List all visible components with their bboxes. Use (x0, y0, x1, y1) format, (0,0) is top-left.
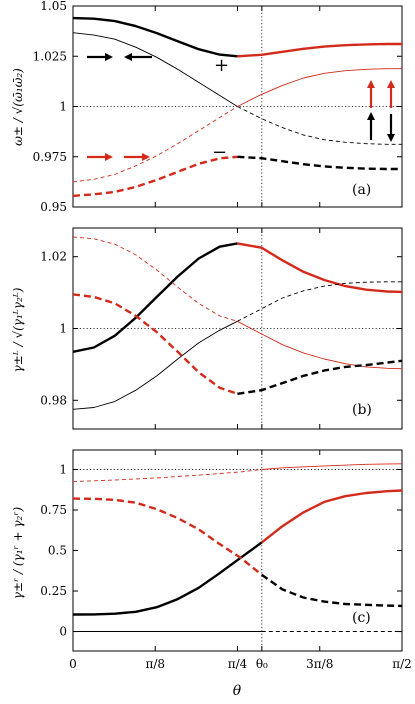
y-tick-label: 1.025 (33, 49, 67, 63)
series-line-8 (237, 155, 402, 171)
series-line-1 (72, 16, 238, 58)
series-line-2 (261, 489, 403, 544)
series-line-4 (237, 106, 402, 145)
panel-a-tag: (a) (352, 182, 371, 198)
x-tick-label: π/2 (392, 657, 412, 671)
y-tick-label: 1 (59, 100, 67, 114)
x-axis-label: θ (233, 683, 242, 699)
series-line-7 (72, 293, 238, 395)
series-line-2 (237, 242, 403, 294)
series-line-1 (72, 541, 263, 616)
panel-c-ylabel: γ±ʳ / (γ₁ʳ + γ₂ʳ) (11, 506, 25, 599)
panel-a: 0.95 0.975 1 1.025 1.05 (a) + − ω± / √(ω̄₁ω̄… (11, 0, 403, 214)
panel-a-content: 0.95 0.975 1 1.025 1.05 (33, 0, 403, 214)
y-tick-label: 1 (59, 322, 67, 336)
series-line-3 (72, 32, 238, 107)
y-tick-label: 0.25 (40, 584, 67, 598)
series-line-8 (261, 463, 403, 470)
panel-b: 0.98 1 1.02 (b) γ±ᴸ / √(γ₁ᴸγ₂ᴸ) (11, 227, 403, 430)
series-line-7 (72, 155, 238, 198)
series-line-4 (237, 281, 402, 322)
y-tick-label: 1 (59, 462, 67, 476)
panel-b-content: 0.98 1 1.02 (40, 228, 403, 429)
series-line-3 (72, 320, 238, 410)
y-tick-label: 1.02 (40, 250, 67, 264)
series-line-6 (237, 320, 403, 370)
x-tick-label: 3π/8 (306, 657, 333, 671)
series-line-5 (72, 106, 238, 183)
panel-a-plus: + (214, 55, 229, 76)
panel-a-minus: − (212, 142, 227, 163)
series-line-6 (261, 573, 403, 608)
y-tick-label: 0.5 (48, 544, 67, 558)
panel-c-content: 0 0.25 0.5 0.75 1 (40, 450, 403, 651)
x-tick-label: θ₀ (256, 657, 268, 671)
series-line-7 (72, 469, 262, 483)
x-tick-label: π/8 (145, 657, 165, 671)
series-line-5 (72, 497, 263, 576)
y-tick-label: 0.75 (40, 503, 67, 517)
panel-b-ylabel: γ±ᴸ / √(γ₁ᴸγ₂ᴸ) (11, 287, 25, 372)
y-tick-label: 0.975 (33, 150, 67, 164)
x-axis-ticks: 0 π/8 π/4 θ₀ 3π/8 π/2 (69, 657, 412, 671)
x-tick-label: 0 (69, 657, 77, 671)
y-tick-label: 0.95 (40, 200, 67, 214)
y-tick-label: 0 (59, 625, 67, 639)
series-line-6 (237, 68, 402, 107)
x-tick-label: π/4 (228, 657, 248, 671)
panel-b-tag: (b) (352, 402, 372, 418)
panel-c: 0 0.25 0.5 0.75 1 (c) γ±ʳ / (γ₁ʳ + γ₂ʳ) 0 π/8… (11, 449, 412, 699)
panel-c-tag: (c) (352, 610, 371, 626)
series-line-5 (72, 236, 238, 322)
y-tick-label: 1.05 (40, 0, 67, 13)
series-line-8 (237, 359, 403, 395)
series-line-1 (72, 242, 238, 353)
series-line-2 (237, 42, 402, 58)
y-tick-label: 0.98 (40, 393, 67, 407)
panel-a-ylabel: ω± / √(ω̄₁ω̄₂) (11, 68, 25, 146)
